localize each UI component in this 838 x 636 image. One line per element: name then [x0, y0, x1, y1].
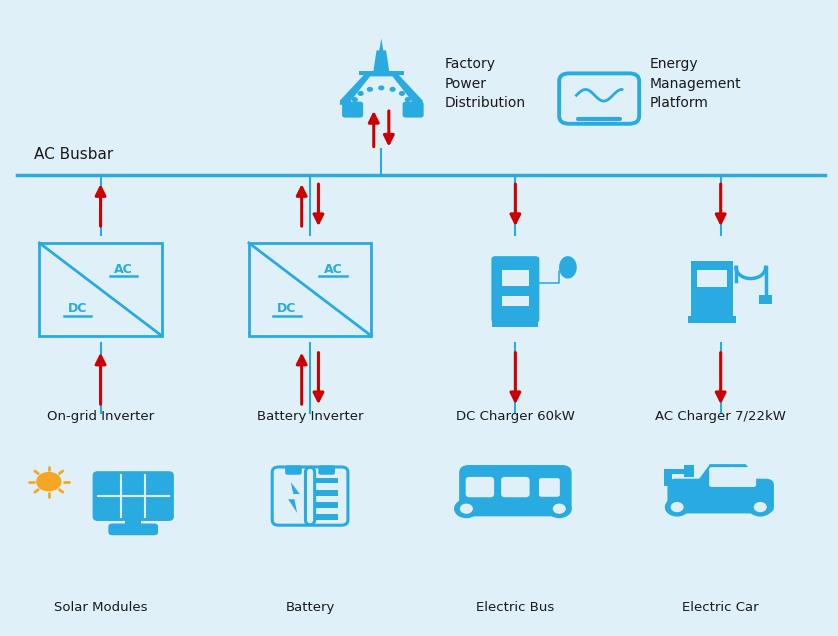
Text: AC Charger 7/22kW: AC Charger 7/22kW [655, 410, 786, 423]
FancyBboxPatch shape [318, 466, 335, 474]
FancyBboxPatch shape [729, 467, 756, 487]
Text: DC: DC [68, 302, 87, 315]
FancyBboxPatch shape [402, 102, 424, 118]
Polygon shape [354, 88, 409, 105]
Bar [689, 316, 736, 324]
Text: AC: AC [115, 263, 133, 277]
Text: Battery: Battery [286, 601, 334, 614]
Text: On-grid Inverter: On-grid Inverter [47, 410, 154, 423]
Circle shape [548, 500, 571, 518]
FancyBboxPatch shape [539, 478, 560, 497]
Bar [125, 516, 142, 527]
Bar [501, 296, 530, 306]
Text: Factory
Power
Distribution: Factory Power Distribution [444, 57, 525, 110]
FancyBboxPatch shape [459, 465, 572, 516]
Circle shape [353, 98, 357, 101]
Circle shape [671, 502, 683, 511]
Bar [759, 294, 773, 304]
Circle shape [37, 473, 61, 491]
Circle shape [379, 86, 384, 90]
Circle shape [358, 92, 363, 95]
Circle shape [368, 88, 372, 91]
Bar [316, 490, 338, 495]
Bar [316, 515, 338, 520]
Text: Battery Inverter: Battery Inverter [256, 410, 364, 423]
FancyBboxPatch shape [285, 466, 302, 474]
Bar [249, 243, 371, 336]
Text: AC Busbar: AC Busbar [34, 147, 113, 162]
Circle shape [455, 500, 478, 518]
Text: Solar Modules: Solar Modules [54, 601, 147, 614]
Circle shape [754, 502, 766, 511]
Circle shape [400, 92, 405, 95]
Bar [501, 270, 530, 286]
Bar [697, 270, 727, 287]
Bar [665, 469, 688, 474]
FancyBboxPatch shape [466, 477, 494, 497]
Bar [665, 470, 671, 486]
Text: DC Charger 60kW: DC Charger 60kW [456, 410, 575, 423]
Circle shape [391, 88, 395, 91]
Text: Electric Car: Electric Car [682, 601, 759, 614]
FancyBboxPatch shape [94, 472, 173, 520]
Text: AC: AC [324, 263, 343, 277]
Polygon shape [694, 464, 761, 486]
Text: Energy
Management
Platform: Energy Management Platform [649, 57, 741, 110]
Text: Electric Bus: Electric Bus [476, 601, 555, 614]
Text: DC: DC [277, 302, 297, 315]
Bar [684, 466, 694, 478]
Circle shape [461, 504, 472, 513]
FancyBboxPatch shape [491, 256, 540, 322]
FancyBboxPatch shape [709, 467, 734, 487]
FancyBboxPatch shape [501, 477, 530, 497]
Bar [39, 243, 162, 336]
Polygon shape [559, 256, 577, 279]
Bar [359, 71, 404, 75]
Circle shape [406, 98, 410, 101]
Polygon shape [340, 38, 422, 105]
FancyBboxPatch shape [667, 479, 774, 513]
Bar [493, 319, 538, 327]
Circle shape [553, 504, 565, 513]
FancyBboxPatch shape [342, 102, 363, 118]
Circle shape [748, 498, 772, 516]
Polygon shape [288, 482, 300, 513]
Bar [316, 478, 338, 483]
FancyBboxPatch shape [108, 523, 158, 536]
Bar [691, 261, 733, 317]
Circle shape [665, 498, 689, 516]
Bar [316, 502, 338, 508]
